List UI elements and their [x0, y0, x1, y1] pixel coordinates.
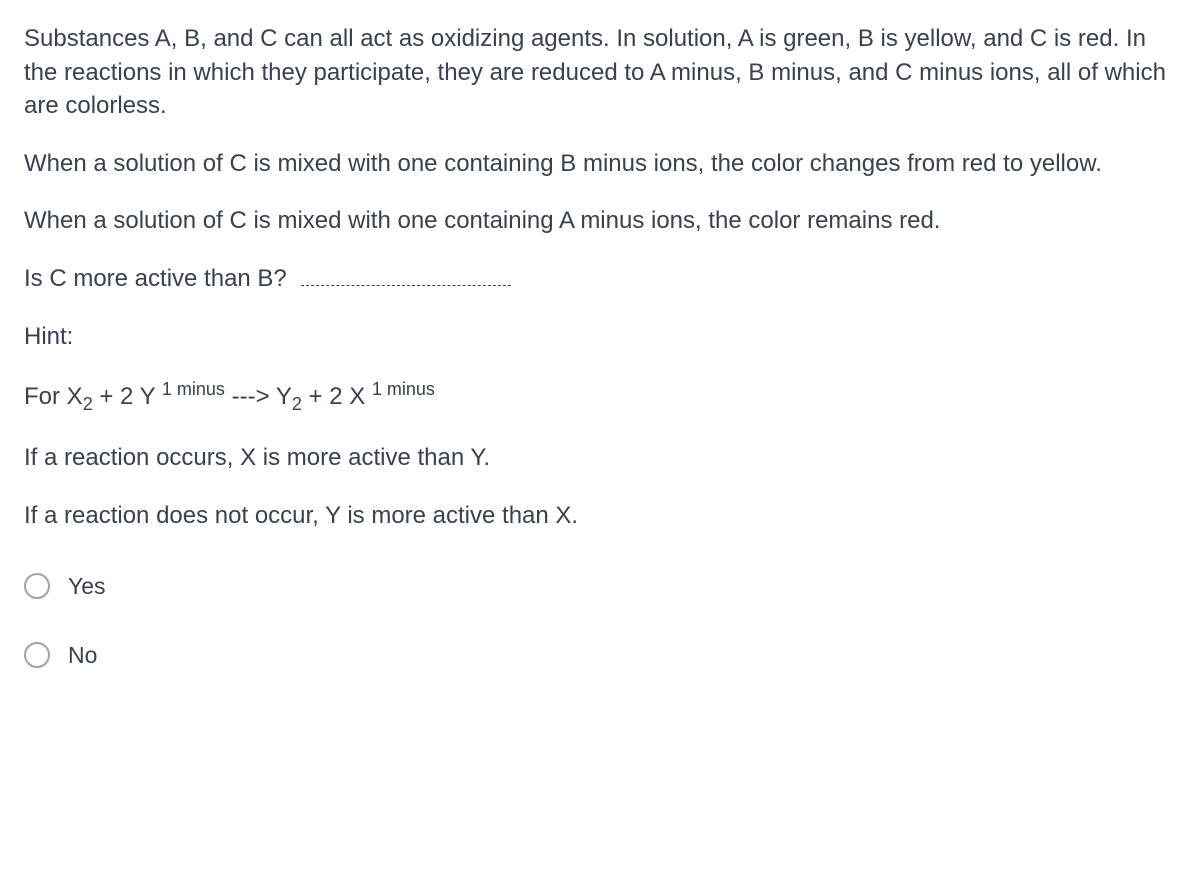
formula-plus-2y: + 2 Y	[93, 383, 162, 410]
formula-for-x: For X	[24, 383, 83, 410]
hint-rule-1: If a reaction occurs, X is more active t…	[24, 441, 1176, 475]
formula-sub-2: 2	[292, 394, 302, 414]
radio-icon	[24, 573, 50, 599]
option-no-label: No	[68, 639, 97, 671]
intro-paragraph: Substances A, B, and C can all act as ox…	[24, 22, 1176, 123]
option-no[interactable]: No	[24, 639, 1176, 671]
observation-2: When a solution of C is mixed with one c…	[24, 204, 1176, 238]
formula-sup-2: 1 minus	[372, 379, 435, 399]
hint-rule-2: If a reaction does not occur, Y is more …	[24, 499, 1176, 533]
options-group: Yes No	[24, 570, 1176, 670]
option-yes[interactable]: Yes	[24, 570, 1176, 602]
hint-formula: For X2 + 2 Y 1 minus ---> Y2 + 2 X 1 min…	[24, 377, 1176, 417]
formula-arrow: --->	[225, 383, 276, 410]
formula-y: Y	[276, 383, 292, 410]
formula-sub-1: 2	[83, 394, 93, 414]
formula-sup-1: 1 minus	[162, 379, 225, 399]
answer-blank[interactable]	[301, 285, 511, 286]
option-yes-label: Yes	[68, 570, 106, 602]
hint-label: Hint:	[24, 320, 1176, 354]
formula-plus-2x: + 2 X	[302, 383, 372, 410]
observation-1: When a solution of C is mixed with one c…	[24, 147, 1176, 181]
question-line: Is C more active than B?	[24, 262, 1176, 296]
question-text: Is C more active than B?	[24, 265, 287, 292]
radio-icon	[24, 642, 50, 668]
